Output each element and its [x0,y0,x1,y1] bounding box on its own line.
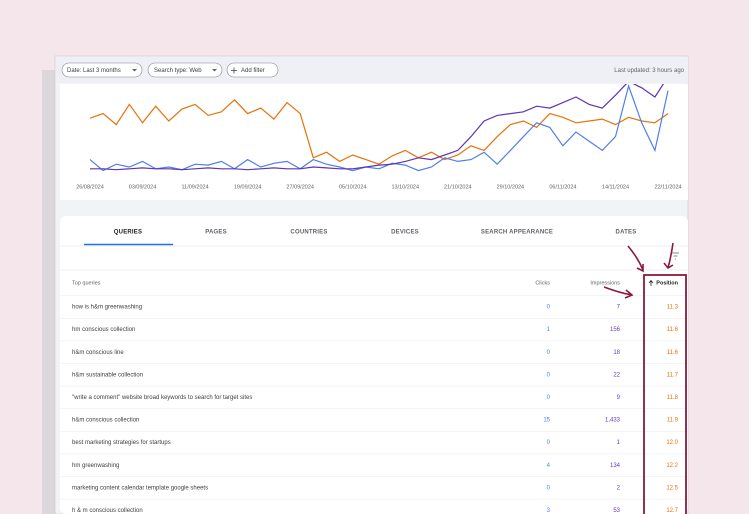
cell: 4 [547,463,551,469]
x-tick-label: 26/08/2024 [76,184,104,190]
cell: 7 [617,305,621,311]
query[interactable]: h & m conscious collection [72,508,143,514]
cell: 1 [617,440,621,446]
tab[interactable]: COUNTRIES [290,230,327,236]
filter-icon[interactable] [672,252,679,260]
series-line [89,84,669,172]
query[interactable]: hm conscious collection [72,327,135,333]
x-tick-label: 19/09/2024 [234,184,262,190]
chart: 26/08/2024 03/09/2024 11/09/2024 19/09/2024… [76,84,682,190]
cell: 0 [547,485,551,491]
cell: 11.6 [667,350,679,356]
highlight-box [643,274,687,514]
cell: 11.6 [667,327,679,333]
arrow [603,286,634,299]
column-header[interactable]: Top queries [72,280,101,286]
cell: 11.8 [667,395,679,401]
cell: 22 [613,372,620,378]
x-tick-label: 14/11/2024 [602,184,629,190]
x-tick-label: 03/09/2024 [129,184,157,190]
cell: 12.7 [666,508,678,514]
tab[interactable]: DEVICES [391,230,419,236]
tab[interactable]: SEARCH APPEARANCE [481,230,553,236]
dropdown-icon [132,69,137,72]
arrow [627,245,644,273]
cell: 0 [547,305,551,311]
sort-arrow [648,279,654,286]
series-line [90,84,665,171]
type-filter[interactable] [147,62,223,78]
filter-label: Add filter [241,68,265,74]
x-tick-label: 06/11/2024 [549,184,576,190]
x-tick-label: 11/09/2024 [182,184,209,190]
cell: 12.5 [666,485,678,491]
query[interactable]: h&m sustainable collection [72,372,143,378]
x-tick-label: 21/10/2024 [444,184,472,190]
cell: 134 [610,463,621,469]
tab[interactable]: DATES [616,230,637,236]
date-filter[interactable] [61,62,143,78]
chart-area [60,84,688,200]
table-card [60,216,688,514]
arrow [663,242,674,270]
x-tick-label: 22/11/2024 [654,184,681,190]
cell: 1 [547,327,551,333]
cell: 2 [617,485,621,491]
query[interactable]: h&m conscious collection [72,418,139,424]
series-line [89,98,669,165]
query[interactable]: h&m conscious line [72,350,124,356]
tabs: QUERIES PAGES COUNTRIES DEVICES SEARCH APPEA… [114,230,637,236]
cell: 12.2 [666,463,678,469]
query[interactable]: hm greenwashing [72,463,119,469]
cell: 12.0 [666,440,678,446]
cell: 15 [543,418,550,424]
cell: 3 [547,508,551,514]
filter-label: Search type: Web [154,68,202,74]
last-updated: Last updated: 3 hours ago [614,68,684,74]
cell: 156 [610,327,621,333]
annotation-arrows [603,242,674,299]
x-tick-label: 29/10/2024 [497,184,525,190]
cell: 53 [613,508,620,514]
query[interactable]: "write a comment" website broad keywords… [72,395,252,401]
plus-icon [231,67,237,74]
tab[interactable]: QUERIES [114,230,142,236]
cell: 11.9 [667,418,679,424]
cell: 0 [547,395,551,401]
cell: 11.7 [667,372,679,378]
tab[interactable]: PAGES [205,230,227,236]
x-tick-label: 27/09/2024 [286,184,314,190]
table: Top queries Clicks Impressions Position how … [60,279,688,514]
column-header[interactable]: Position [656,280,678,286]
cell: 0 [547,440,551,446]
cell: 0 [547,372,551,378]
add-filter[interactable] [226,62,279,78]
query[interactable]: best marketing strategies for startups [72,440,171,446]
x-tick-label: 13/10/2024 [392,184,420,190]
cell: 1,433 [605,418,621,424]
cell: 11.3 [667,305,679,311]
query[interactable]: marketing content calendar template goog… [72,485,208,491]
cell: 9 [617,395,621,401]
x-tick-label: 05/10/2024 [339,184,367,190]
cell: 18 [613,350,620,356]
column-header[interactable]: Impressions [590,280,620,286]
filter-label: Date: Last 3 months [67,68,121,74]
cell: 0 [547,350,551,356]
query[interactable]: how is h&m greenwashing [72,305,142,311]
dropdown-icon [212,69,217,72]
column-header[interactable]: Clicks [535,280,550,286]
